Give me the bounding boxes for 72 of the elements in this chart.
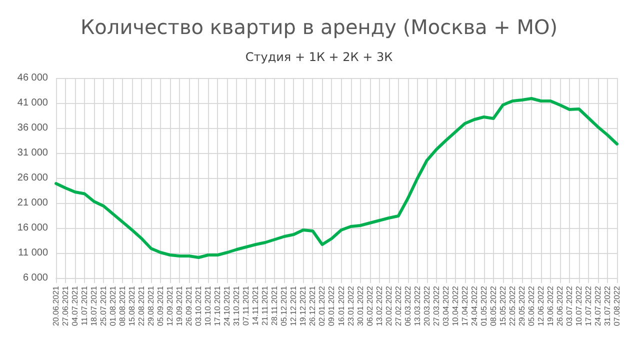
y-tick-label: 46 000 <box>17 72 48 84</box>
y-tick-label: 16 000 <box>17 222 48 234</box>
x-tick-label: 09.01.2022 <box>327 285 336 326</box>
x-tick-label: 26.06.2022 <box>555 285 564 326</box>
x-tick-label: 04.07.2021 <box>70 285 80 326</box>
x-tick-label: 19.06.2022 <box>546 285 555 326</box>
x-tick-label: 12.06.2022 <box>536 285 546 326</box>
chart-subtitle: Студия + 1К + 2К + 3К <box>245 50 394 64</box>
x-tick-label: 15.05.2022 <box>498 285 508 326</box>
x-tick-label: 20.02.2022 <box>384 285 394 326</box>
x-tick-label: 05.09.2021 <box>156 285 166 326</box>
y-tick-label: 41 000 <box>17 98 48 108</box>
x-tick-label: 11.07.2021 <box>80 285 90 326</box>
x-tick-label: 06.02.2022 <box>365 285 374 326</box>
x-tick-label: 03.04.2022 <box>441 285 450 326</box>
x-tick-label: 28.11.2021 <box>270 285 280 326</box>
x-tick-label: 19.12.2021 <box>298 285 308 326</box>
chart-title: Количество квартир в аренду (Москва + МО) <box>80 15 558 39</box>
x-tick-label: 14.11.2021 <box>251 285 260 326</box>
x-tick-label: 01.05.2022 <box>479 285 488 326</box>
x-tick-label: 08.08.2021 <box>118 285 128 326</box>
x-tick-label: 27.03.2022 <box>432 285 441 326</box>
x-tick-label: 22.05.2022 <box>508 285 517 326</box>
x-tick-label: 21.11.2021 <box>260 285 270 326</box>
y-tick-label: 11 000 <box>18 248 48 258</box>
x-tick-label: 18.07.2021 <box>90 285 99 326</box>
x-tick-label: 27.06.2021 <box>61 285 70 326</box>
x-tick-label: 13.03.2022 <box>412 285 422 326</box>
x-tick-label: 26.09.2021 <box>184 285 194 326</box>
y-tick-label: 26 000 <box>17 172 48 184</box>
x-tick-label: 17.04.2022 <box>460 285 470 326</box>
x-tick-label: 27.02.2022 <box>394 285 403 326</box>
x-tick-label: 20.06.2021 <box>52 285 60 326</box>
x-tick-label: 30.01.2022 <box>356 285 365 326</box>
x-tick-label: 07.08.2022 <box>612 285 622 326</box>
x-tick-label: 05.06.2022 <box>526 285 536 326</box>
x-tick-label: 26.12.2021 <box>308 285 318 326</box>
x-tick-label: 08.05.2022 <box>488 285 498 326</box>
x-tick-label: 16.01.2022 <box>336 285 346 326</box>
x-tick-label: 20.03.2022 <box>422 285 432 326</box>
x-tick-label: 13.02.2022 <box>374 285 384 326</box>
x-tick-label: 24.07.2022 <box>593 285 602 326</box>
x-tick-label: 03.07.2022 <box>564 285 574 326</box>
line-series <box>54 97 618 259</box>
x-tick-label: 06.03.2022 <box>403 285 412 326</box>
x-tick-label: 19.09.2021 <box>175 285 184 326</box>
x-tick-label: 01.08.2021 <box>108 285 118 326</box>
x-tick-label: 31.07.2022 <box>602 285 612 326</box>
x-tick-label: 10.07.2022 <box>574 285 584 326</box>
x-tick-label: 29.05.2022 <box>517 285 526 326</box>
x-tick-label: 07.11.2021 <box>242 285 251 326</box>
x-tick-label: 12.12.2021 <box>289 285 298 326</box>
x-tick-label: 25.07.2021 <box>99 285 108 326</box>
x-tick-label: 22.08.2021 <box>137 285 146 326</box>
x-tick-label: 10.10.2021 <box>204 285 213 326</box>
x-tick-label: 17.07.2022 <box>584 285 593 326</box>
x-tick-label: 10.04.2022 <box>450 285 460 326</box>
x-tick-label: 02.01.2022 <box>318 285 327 326</box>
x-tick-label: 23.01.2022 <box>346 285 356 326</box>
x-tick-label: 05.12.2021 <box>280 285 289 326</box>
x-tick-label: 15.08.2021 <box>128 285 137 326</box>
y-tick-label: 6 000 <box>22 272 48 284</box>
x-tick-label: 03.10.2021 <box>194 285 204 326</box>
x-tick-label: 17.10.2021 <box>213 285 222 326</box>
x-tick-label: 24.04.2022 <box>470 285 479 326</box>
x-tick-label: 31.10.2021 <box>232 285 242 326</box>
x-tick-label: 29.08.2021 <box>146 285 156 326</box>
y-tick-label: 31 000 <box>17 148 48 158</box>
x-tick-label: 12.09.2021 <box>166 285 175 326</box>
x-tick-label: 24.10.2021 <box>222 285 232 326</box>
y-tick-label: 36 000 <box>17 122 48 134</box>
y-tick-label: 21 000 <box>17 198 48 208</box>
